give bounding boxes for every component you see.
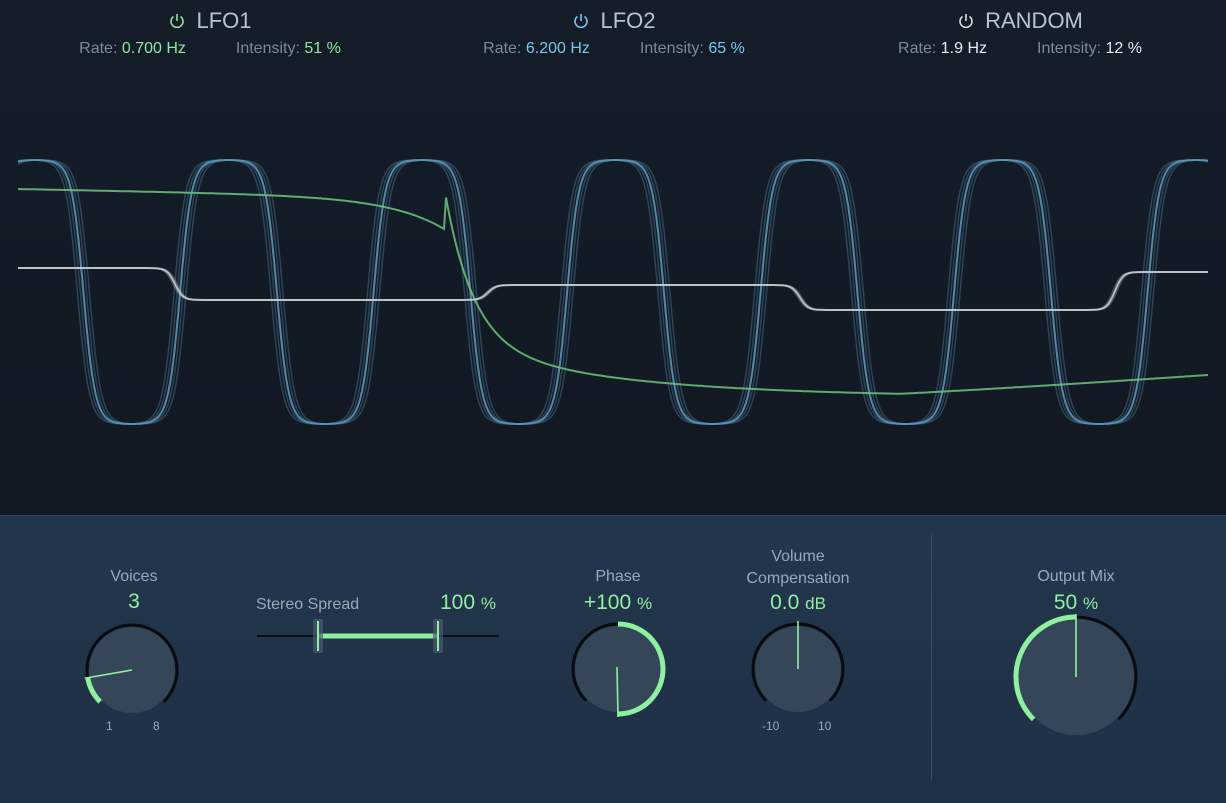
voices-min: 1 [106, 719, 113, 733]
rate-label: Rate: [898, 40, 937, 57]
random-intensity[interactable]: 12 % [1105, 40, 1142, 57]
power-icon[interactable] [168, 12, 186, 30]
stereo-spread-label: Stereo Spread [256, 596, 360, 613]
lfo1-section: LFO1 Rate: 0.700 Hz Intensity: 51 % [40, 8, 380, 58]
volume-compensation-value[interactable]: 0.0 dB [770, 591, 826, 614]
intensity-label: Intensity: [235, 40, 300, 57]
lfo1-title: LFO1 [196, 8, 252, 33]
knob-value-arc [617, 621, 666, 717]
knob-value-arc [1013, 614, 1077, 722]
output-mix-label: Output Mix [1037, 568, 1115, 585]
phase-knob[interactable] [568, 619, 668, 719]
volume-max: 10 [818, 719, 832, 733]
rate-label: Rate: [79, 40, 118, 57]
lfo1-intensity[interactable]: 51 % [304, 40, 341, 57]
power-icon[interactable] [572, 12, 590, 30]
output-mix-knob[interactable] [1011, 612, 1141, 742]
random-wave [18, 267, 1208, 311]
stereo-spread-slider[interactable] [255, 616, 505, 656]
lfo-waveforms [17, 159, 1209, 425]
divider [931, 535, 932, 780]
intensity-label: Intensity: [639, 40, 704, 57]
lfo1-rate[interactable]: 0.700 Hz [121, 40, 186, 57]
lfo2-wave [17, 159, 1209, 425]
output-mix-value[interactable]: 50 % [1053, 591, 1099, 614]
random-rate[interactable]: 1.9 Hz [940, 40, 987, 57]
knob-pointer [616, 666, 619, 718]
voices-label: Voices [110, 568, 158, 585]
voices-max: 8 [153, 719, 160, 733]
phase-label: Phase [595, 568, 641, 585]
lfo2-intensity[interactable]: 65 % [708, 40, 745, 57]
lfo1-wave [17, 188, 1209, 395]
lfo2-wave [17, 159, 1209, 425]
volume-compensation-label: Volume Compensation [746, 548, 850, 587]
voices-knob[interactable] [82, 620, 182, 720]
power-icon[interactable] [957, 12, 975, 30]
voices-value[interactable]: 3 [128, 590, 140, 613]
volume-compensation-knob[interactable] [748, 619, 848, 719]
rate-label: Rate: [483, 40, 522, 57]
lfo2-wave [17, 159, 1209, 425]
waveform-display: LFO1 Rate: 0.700 Hz Intensity: 51 % LFO2 … [0, 0, 1226, 515]
lfo2-title: LFO2 [600, 8, 656, 33]
random-wave [18, 267, 1208, 311]
random-section: RANDOM Rate: 1.9 Hz Intensity: 12 % [850, 8, 1190, 58]
random-title: RANDOM [985, 8, 1083, 33]
knob-track [85, 623, 179, 703]
stereo-spread-value[interactable]: 100 % [440, 591, 497, 614]
phase-value[interactable]: +100 % [583, 591, 653, 614]
lfo2-rate[interactable]: 6.200 Hz [525, 40, 590, 57]
random-wave [18, 267, 1208, 311]
volume-min: -10 [762, 719, 780, 733]
knob-body [575, 626, 661, 712]
lfo2-wave [17, 159, 1209, 425]
intensity-label: Intensity: [1037, 40, 1102, 57]
lfo2-section: LFO2 Rate: 6.200 Hz Intensity: 65 % [444, 8, 784, 58]
knob-pointer [84, 669, 133, 680]
knob-value-arc [85, 677, 103, 704]
